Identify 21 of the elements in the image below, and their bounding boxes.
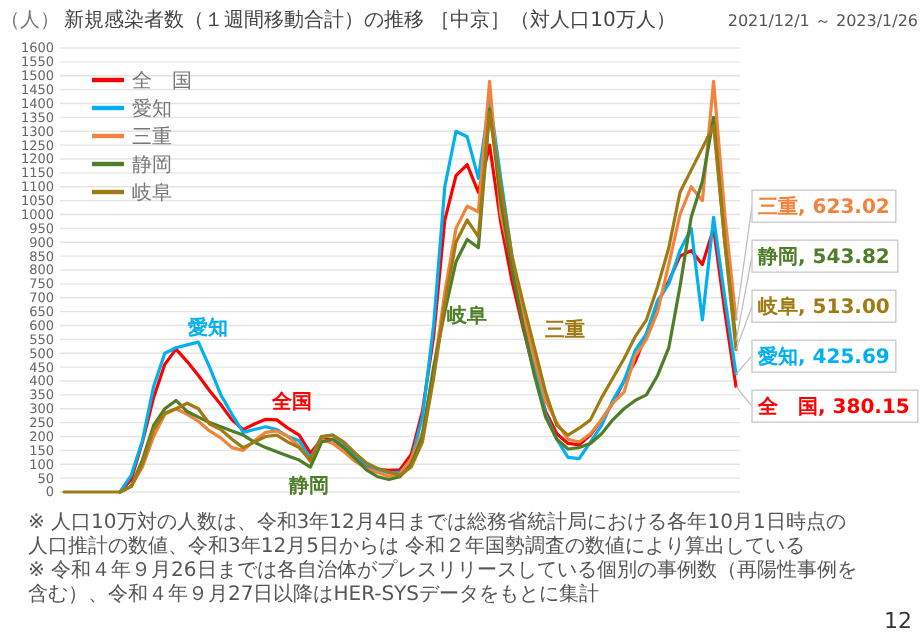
data-label: 三重, 623.02: [758, 195, 890, 220]
annotation: 静岡: [287, 473, 330, 498]
y-axis-title: （人）: [0, 10, 60, 32]
legend-label: 愛知: [132, 97, 172, 121]
legend-label: 全 国: [132, 69, 192, 93]
annotation: 三重: [544, 318, 585, 343]
chart-title: 新規感染者数（１週間移動合計）の推移 ［中京］（対人口10万人）: [64, 8, 676, 32]
legend-label: 三重: [132, 125, 172, 149]
text: ※ 令和４年９月26日までは各自治体がプレスリリースしている個別の事例数（再陽性事例を含む）、令和４年９月27日以降はHER-SYSデータをもとに集計: [28, 560, 859, 608]
annotation: 全国: [270, 390, 313, 415]
data-label: 愛知, 425.69: [758, 345, 890, 370]
annotation: 愛知: [188, 315, 229, 340]
data-label: 岐阜, 513.00: [758, 295, 890, 320]
legend-label: 静岡: [132, 153, 172, 177]
data-label: 静岡, 543.82: [756, 245, 890, 270]
text: 12: [884, 608, 912, 634]
legend-label: 岐阜: [132, 181, 172, 205]
text: ※ 人口10万対の人数は、令和3年12月4日までは総務省統計局における各年10月1日時点の人口推計の数値、令和3年12月5日からは 令和２年国勢調査の数値により算出している: [28, 512, 848, 559]
data-label: 全 国, 380.15: [756, 395, 910, 420]
annotation: 岐阜: [447, 304, 488, 329]
text: 2021/12/1 ～ 2023/1/26: [727, 12, 918, 30]
